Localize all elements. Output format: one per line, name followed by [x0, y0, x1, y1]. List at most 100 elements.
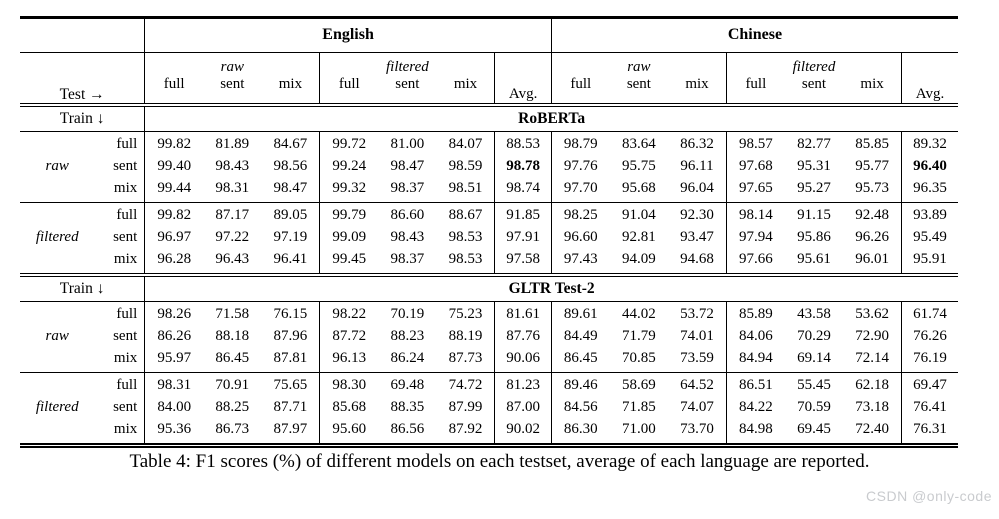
f1-score-cell: 88.53: [494, 131, 552, 156]
f1-score-cell: 83.64: [622, 136, 656, 153]
f1-score-cell: 96.01: [855, 251, 889, 268]
f1-score-cell: 81.89: [215, 136, 250, 153]
f1-score-cell: 69.45: [797, 421, 831, 438]
f1-score-cell: 97.94: [725, 227, 785, 249]
f1-score-cell: 58.69: [622, 377, 656, 394]
f1-score-cell: 99.72: [319, 131, 379, 156]
f1-score-cell: 88.19: [448, 328, 483, 345]
test-split-label: full: [116, 207, 138, 224]
f1-score-cell: 97.58: [494, 249, 552, 275]
f1-score-cell: 95.73: [855, 180, 889, 197]
f1-score-cell: 92.30: [680, 207, 714, 224]
table-row: raw full 98.26 71.58 76.15 98.22 70.19 75.23 81.…: [20, 301, 958, 344]
watermark: CSDN @only-code: [866, 488, 992, 504]
f1-score-cell: 84.00: [144, 397, 204, 419]
language-header-english: English: [144, 17, 552, 53]
table-row: filtered full 98.31 70.91 75.65 98.30 69.48 74.…: [20, 372, 958, 415]
train-axis-label: Train ↓: [59, 109, 105, 127]
f1-score-cell: 84.67: [273, 136, 308, 153]
train-group-label: filtered: [35, 399, 79, 416]
table-row: sent 86.26 88.18 87.96 87.72 88.23 88.19 87.76 8…: [20, 326, 958, 348]
subcol-header: sent: [395, 76, 420, 92]
f1-score-cell: 97.91: [494, 227, 552, 249]
f1-score-cell: 97.70: [550, 178, 610, 203]
f1-score-cell: 87.76: [494, 326, 552, 348]
model-header-roberta: Train ↓ RoBERTa: [20, 105, 958, 132]
f1-score-cell: 91.04: [622, 207, 656, 224]
f1-results-table: English Chinese Test → raw filtered Avg.…: [20, 16, 958, 448]
f1-score-cell: 94.68: [680, 251, 714, 268]
f1-score-cell: 98.14: [725, 202, 785, 227]
train-group-label: raw: [45, 158, 69, 175]
f1-score-cell: 75.65: [273, 377, 308, 394]
f1-score-cell: 99.32: [319, 178, 379, 203]
f1-score-cell: 70.85: [622, 350, 656, 367]
f1-score-cell: 62.18: [855, 377, 889, 394]
f1-score-cell: 69.48: [390, 377, 425, 394]
gltr-filtered-block: filtered full 98.31 70.91 75.65 98.30 69.48 74.…: [20, 372, 958, 446]
test-split-label: full: [116, 377, 138, 394]
f1-score-cell: 64.52: [680, 377, 714, 394]
f1-score-cell: 99.45: [319, 249, 379, 275]
f1-score-cell: 87.72: [319, 326, 379, 348]
f1-score-cell: 97.68: [725, 156, 785, 178]
f1-score-cell: 95.27: [797, 180, 831, 197]
test-split-label: sent: [113, 158, 138, 175]
f1-score-cell: 70.59: [797, 399, 831, 416]
f1-score-cell: 96.04: [680, 180, 714, 197]
test-split-label: mix: [113, 180, 138, 197]
roberta-filtered-block: filtered full 99.82 87.17 89.05 99.79 86.60 88.…: [20, 202, 958, 275]
f1-score-cell: 91.15: [797, 207, 831, 224]
corner-cell: [20, 18, 145, 53]
subcol-header: mix: [278, 76, 303, 92]
f1-score-cell: 99.82: [144, 202, 204, 227]
test-split-label: sent: [113, 399, 138, 416]
f1-score-cell: 87.17: [215, 207, 250, 224]
f1-score-cell: 98.47: [273, 180, 308, 197]
table-row: mix 99.44 98.31 98.47 99.32 98.37 98.51 98.74 97…: [20, 178, 958, 203]
f1-score-cell: 86.30: [550, 419, 610, 446]
f1-score-cell: 86.45: [550, 348, 610, 373]
f1-score-cell: 87.99: [448, 399, 483, 416]
f1-score-cell: 81.61: [494, 301, 552, 326]
f1-score-cell: 86.56: [390, 421, 425, 438]
test-group-header-row: Test → raw filtered Avg. raw filtered Av…: [20, 52, 958, 105]
f1-score-cell: 73.59: [680, 350, 714, 367]
f1-score-cell: 98.57: [725, 131, 785, 156]
f1-score-cell: 97.43: [550, 249, 610, 275]
f1-score-cell: 84.56: [550, 397, 610, 419]
f1-score-cell: 74.72: [448, 377, 483, 394]
f1-score-cell: 88.35: [390, 399, 425, 416]
table-row: mix 96.28 96.43 96.41 99.45 98.37 98.53 97.58 97…: [20, 249, 958, 275]
f1-score-cell: 81.23: [494, 372, 552, 397]
f1-score-cell: 98.53: [448, 251, 483, 268]
f1-score-cell: 69.14: [797, 350, 831, 367]
f1-score-cell: 88.67: [448, 207, 483, 224]
f1-score-cell: 96.26: [855, 229, 889, 246]
f1-score-cell: 98.37: [390, 251, 425, 268]
f1-score-cell: 86.73: [215, 421, 250, 438]
f1-score-cell: 99.44: [144, 178, 204, 203]
subcol-header: full: [550, 76, 610, 105]
f1-score-cell: 85.68: [319, 397, 379, 419]
f1-score-cell: 84.07: [448, 136, 483, 153]
group-header-english-raw: raw: [144, 52, 320, 76]
test-split-label: mix: [113, 421, 138, 438]
f1-score-cell: 73.70: [680, 421, 714, 438]
f1-score-cell: 98.37: [390, 180, 425, 197]
f1-score-cell: 95.77: [855, 158, 889, 175]
f1-score-cell: 97.65: [725, 178, 785, 203]
f1-score-cell: 98.26: [144, 301, 204, 326]
language-header-chinese: Chinese: [550, 17, 958, 53]
f1-score-cell: 72.14: [855, 350, 889, 367]
f1-score-cell: 95.97: [144, 348, 204, 373]
group-header-english-filtered: filtered: [319, 52, 495, 76]
f1-score-cell: 98.53: [448, 229, 483, 246]
test-split-label: full: [116, 306, 138, 323]
f1-score-cell: 74.01: [680, 328, 714, 345]
f1-score-cell: 72.40: [855, 421, 889, 438]
f1-score-cell: 76.31: [901, 419, 958, 446]
test-split-label: full: [116, 136, 138, 153]
f1-score-cell: 92.48: [855, 207, 889, 224]
subcol-header: full: [725, 76, 785, 105]
